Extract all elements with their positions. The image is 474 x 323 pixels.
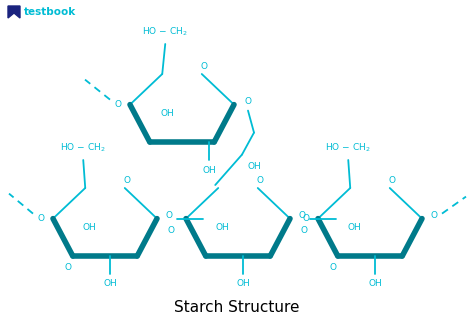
Text: HO $-$ CH$_2$: HO $-$ CH$_2$ — [326, 142, 371, 154]
Text: OH: OH — [347, 223, 361, 232]
Text: OH: OH — [103, 279, 117, 288]
Text: HO $-$ CH$_2$: HO $-$ CH$_2$ — [60, 142, 106, 154]
Text: O: O — [115, 100, 121, 109]
Text: O: O — [37, 214, 45, 223]
Text: O: O — [201, 61, 208, 70]
Text: testbook: testbook — [24, 7, 76, 17]
Text: OH: OH — [368, 279, 382, 288]
Text: OH: OH — [215, 223, 229, 232]
Text: O: O — [301, 226, 308, 235]
Text: OH: OH — [82, 223, 96, 232]
Text: HO $-$ CH$_2$: HO $-$ CH$_2$ — [142, 26, 188, 38]
Text: OH: OH — [160, 109, 174, 118]
Text: O: O — [389, 175, 395, 184]
Text: OH: OH — [202, 165, 216, 174]
Polygon shape — [8, 6, 20, 18]
Text: O: O — [165, 211, 173, 220]
Text: O: O — [256, 175, 264, 184]
Text: O: O — [167, 226, 174, 235]
Text: OH: OH — [236, 279, 250, 288]
Text: Starch Structure: Starch Structure — [174, 300, 300, 316]
Text: OH: OH — [247, 162, 261, 171]
Text: O: O — [329, 264, 336, 273]
Text: O: O — [430, 211, 438, 220]
Text: O: O — [64, 264, 71, 273]
Text: O: O — [124, 175, 130, 184]
Text: O: O — [299, 211, 306, 220]
Text: O: O — [245, 97, 252, 106]
Text: O: O — [302, 214, 310, 223]
